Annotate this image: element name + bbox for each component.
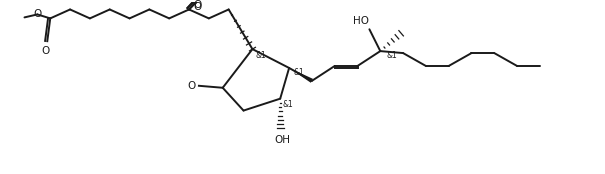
Text: HO: HO bbox=[353, 16, 370, 26]
Text: &1: &1 bbox=[283, 100, 293, 109]
Polygon shape bbox=[289, 68, 313, 83]
Text: &1: &1 bbox=[293, 68, 304, 77]
Text: &1: &1 bbox=[387, 51, 397, 60]
Text: O: O bbox=[194, 0, 202, 10]
Text: &1: &1 bbox=[256, 51, 267, 60]
Text: O: O bbox=[41, 46, 50, 56]
Text: O: O bbox=[188, 81, 196, 91]
Text: OH: OH bbox=[274, 135, 290, 145]
Text: O: O bbox=[194, 2, 202, 13]
Text: O: O bbox=[33, 9, 42, 19]
